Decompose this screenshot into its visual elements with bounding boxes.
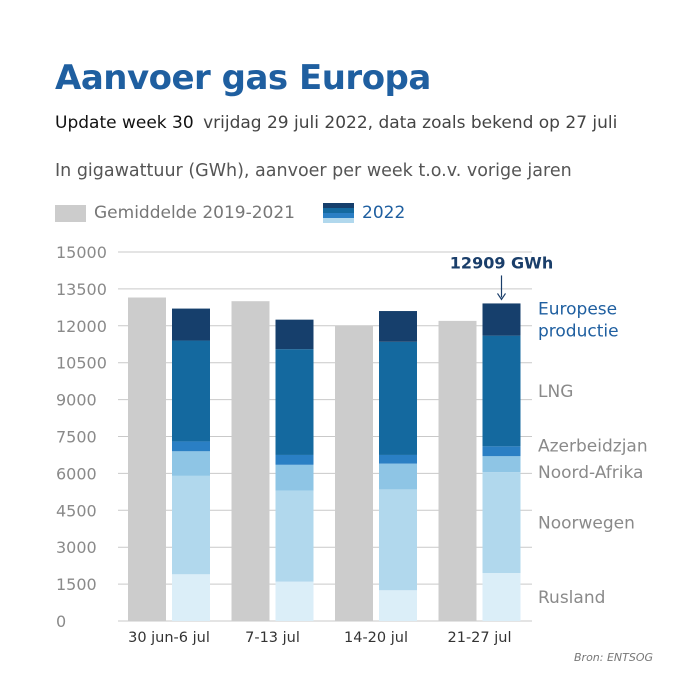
legend-swatch-average (55, 205, 86, 222)
bar-azerbeidzjan-14-20-jul (379, 454, 417, 464)
legend-swatch-2022 (323, 203, 354, 223)
y-tick-1500: 1500 (56, 575, 97, 594)
segment-label-azerbeidzjan: Azerbeidzjan (538, 436, 648, 456)
update-line: Update week 30 vrijdag 29 juli 2022, dat… (55, 113, 617, 133)
bar-azerbeidzjan-7-13-jul (275, 454, 314, 465)
bar-noord-afrika-14-20-jul (379, 463, 417, 490)
update-detail: vrijdag 29 juli 2022, data zoals bekend … (203, 113, 618, 133)
segment-label-europese-productie-line-2: productie (538, 322, 619, 342)
annotation-arrow-head (497, 293, 506, 301)
page-title: Aanvoer gas Europa (55, 58, 431, 98)
total-annotation: 12909 GWh (450, 253, 553, 272)
average-bar-30-jun-6-jul (128, 297, 166, 621)
bar-azerbeidzjan-21-27-jul (482, 446, 521, 457)
legend-swatch-band-lng (323, 208, 354, 213)
bar-lng-7-13-jul (275, 349, 314, 455)
y-tick-0: 0 (56, 612, 66, 631)
bar-noord-afrika-7-13-jul (275, 464, 314, 491)
x-tick-7-13-jul: 7-13 jul (245, 630, 300, 646)
bar-rusland-21-27-jul (482, 573, 521, 621)
source-note: Bron: ENTSOG (574, 651, 654, 664)
y-tick-10500: 10500 (56, 354, 107, 373)
y-tick-12000: 12000 (56, 317, 107, 336)
y-tick-4500: 4500 (56, 501, 97, 520)
bar-noord-afrika-21-27-jul (482, 456, 521, 473)
average-bar-21-27-jul (438, 320, 477, 621)
bar-rusland-7-13-jul (275, 581, 314, 621)
x-tick-14-20-jul: 14-20 jul (344, 630, 408, 646)
segment-label-noord-afrika: Noord-Afrika (538, 463, 643, 483)
bar-azerbeidzjan-30-jun-6-jul (172, 441, 210, 452)
y-tick-15000: 15000 (56, 243, 107, 262)
bar-rusland-14-20-jul (379, 590, 417, 621)
bar-lng-30-jun-6-jul (172, 340, 210, 442)
average-bar-7-13-jul (231, 301, 270, 621)
bar-noord-afrika-30-jun-6-jul (172, 451, 210, 476)
segment-label-noorwegen: Noorwegen (538, 514, 635, 534)
segment-label-lng: LNG (538, 382, 573, 402)
bar-noorwegen-7-13-jul (275, 490, 314, 582)
bar-europese-productie-14-20-jul (379, 311, 417, 342)
segment-label-rusland: Rusland (538, 588, 605, 608)
legend-swatch-band-azerbeidzjan (323, 213, 354, 218)
bar-europese-productie-30-jun-6-jul (172, 308, 210, 341)
legend-swatch-band-noorwegen (323, 218, 354, 223)
legend-label-2022: 2022 (362, 203, 406, 223)
y-tick-3000: 3000 (56, 538, 97, 557)
bar-noorwegen-14-20-jul (379, 489, 417, 591)
bar-lng-21-27-jul (482, 335, 521, 447)
update-label: Update week 30 (55, 113, 194, 133)
y-tick-6000: 6000 (56, 464, 97, 483)
bar-rusland-30-jun-6-jul (172, 574, 210, 621)
average-bar-14-20-jul (335, 325, 373, 621)
bar-europese-productie-21-27-jul (482, 303, 521, 336)
bar-noorwegen-21-27-jul (482, 472, 521, 574)
x-tick-21-27-jul: 21-27 jul (448, 630, 512, 646)
bar-europese-productie-7-13-jul (275, 319, 314, 350)
x-tick-30-jun-6-jul: 30 jun-6 jul (128, 630, 210, 646)
y-tick-9000: 9000 (56, 391, 97, 410)
legend-label-average: Gemiddelde 2019-2021 (94, 203, 295, 223)
bar-noorwegen-30-jun-6-jul (172, 475, 210, 575)
y-tick-7500: 7500 (56, 428, 97, 447)
chart-subtitle: In gigawattuur (GWh), aanvoer per week t… (55, 161, 572, 181)
y-tick-13500: 13500 (56, 280, 107, 299)
bar-lng-14-20-jul (379, 341, 417, 455)
legend-swatch-band-europese-productie (323, 203, 354, 208)
segment-label-europese-productie-line-1: Europese (538, 300, 617, 320)
